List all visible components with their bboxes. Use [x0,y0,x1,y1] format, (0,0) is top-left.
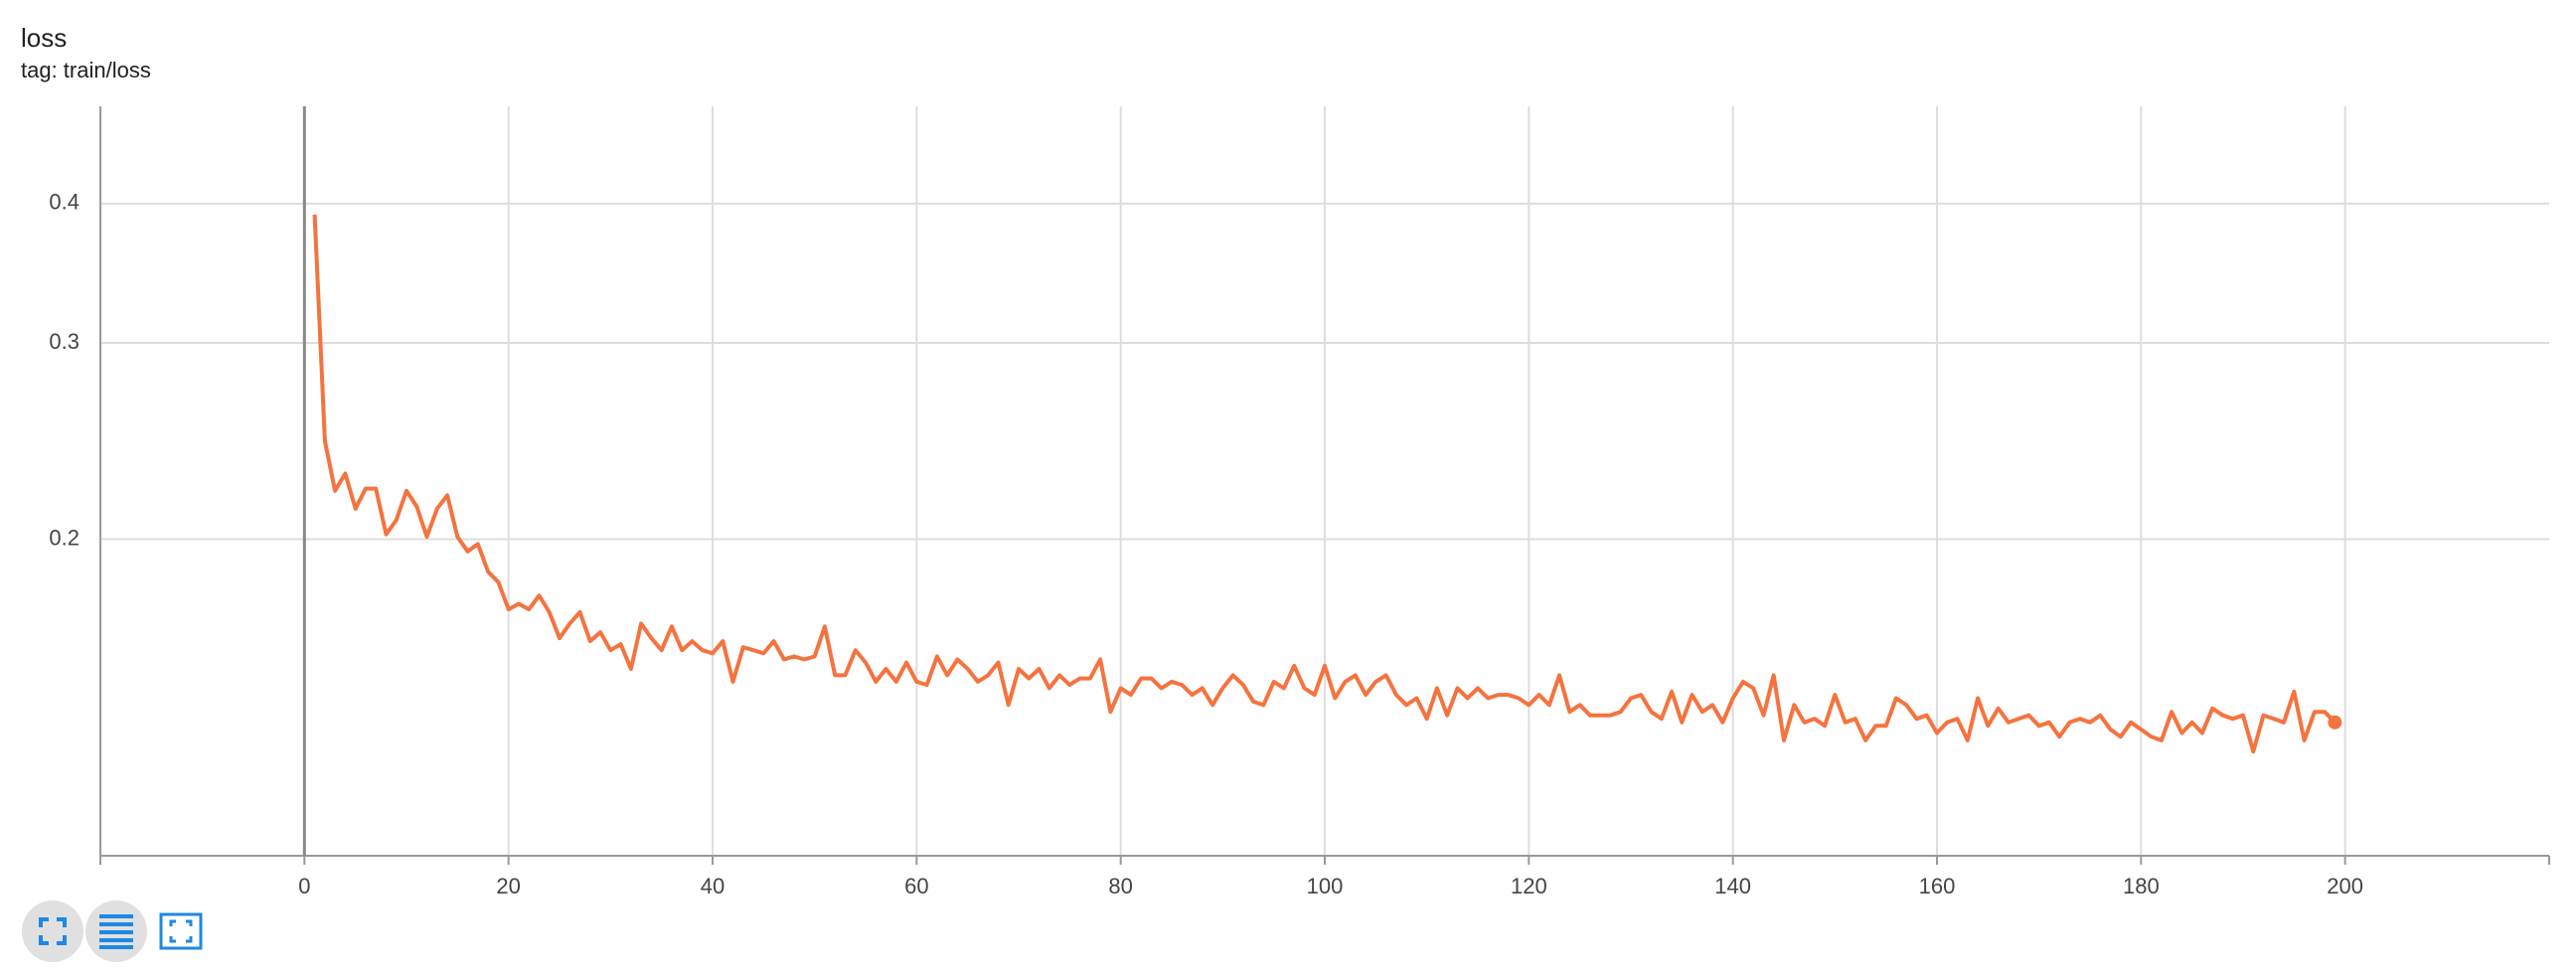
x-tick-label: 80 [1108,874,1132,898]
fullscreen-button[interactable] [22,900,83,962]
x-tick-label: 40 [701,874,724,898]
x-tick-label: 100 [1307,874,1344,898]
fullscreen-icon [39,917,67,945]
x-tick-label: 20 [496,874,520,898]
x-tick-label: 200 [2327,874,2363,898]
chart-title: loss [21,23,67,53]
last-point [2328,715,2342,730]
x-tick-label: 60 [904,874,928,898]
fit-icon-corners [169,919,193,943]
list-icon [99,914,133,949]
fit-domain-button[interactable] [159,912,203,950]
y-tick-label: 0.2 [49,525,80,550]
chart-subtitle: tag: train/loss [21,58,151,82]
y-tick-label: 0.4 [49,190,80,215]
x-tick-label: 140 [1714,874,1751,898]
x-tick-label: 180 [2123,874,2160,898]
y-tick-label: 0.3 [49,329,80,354]
toggle-log-button[interactable] [85,900,147,962]
loss-line [312,214,2336,754]
x-tick-label: 160 [1919,874,1956,898]
fit-icon [159,912,203,950]
x-tick-label: 120 [1511,874,1547,898]
button-bg [22,900,83,962]
x-tick-label: 0 [298,874,310,898]
